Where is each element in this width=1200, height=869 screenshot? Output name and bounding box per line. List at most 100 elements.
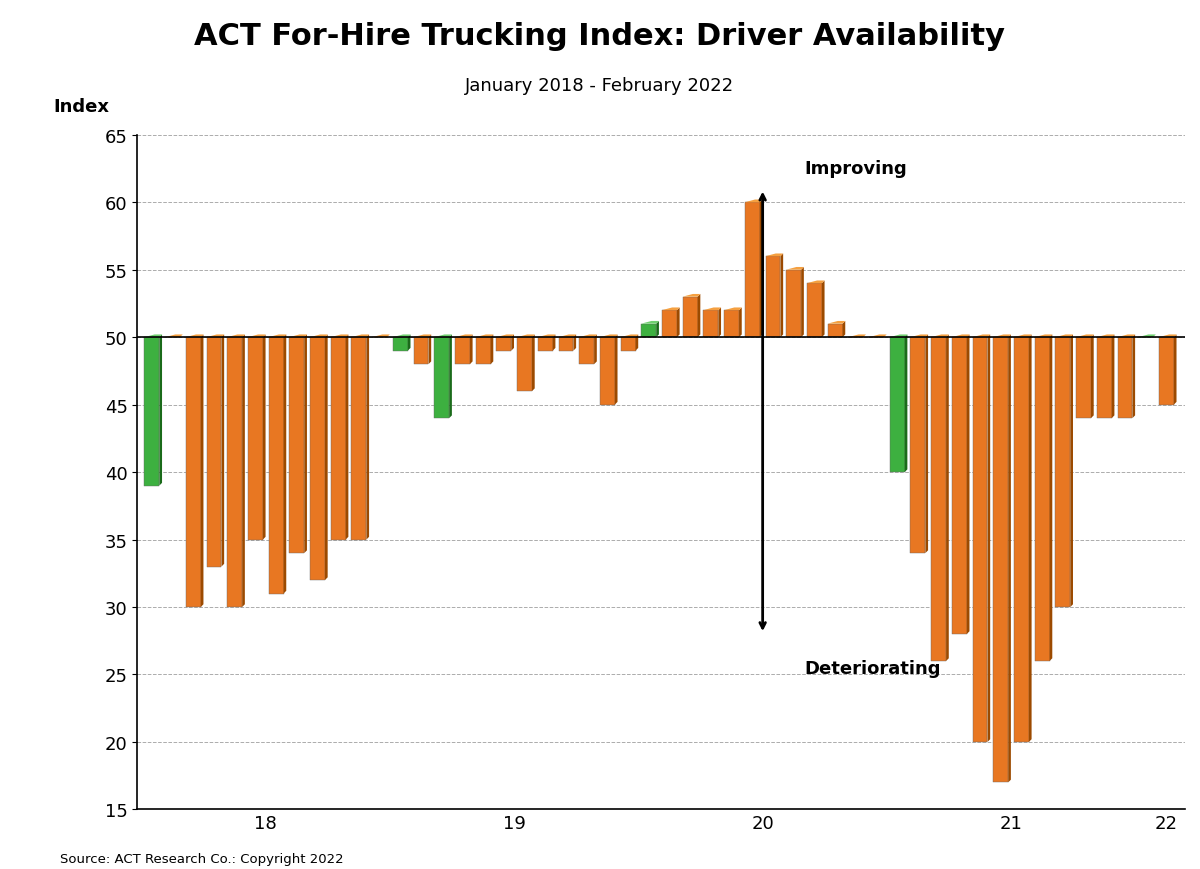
Polygon shape (806, 282, 824, 284)
Polygon shape (994, 335, 1010, 338)
Bar (517, 338, 532, 392)
Polygon shape (144, 335, 162, 338)
Bar (227, 338, 242, 607)
Bar (703, 311, 719, 338)
Polygon shape (1133, 335, 1135, 419)
Polygon shape (222, 335, 224, 567)
Polygon shape (517, 335, 535, 338)
Bar (1055, 338, 1070, 607)
Polygon shape (372, 335, 390, 338)
Polygon shape (511, 335, 514, 351)
Polygon shape (828, 322, 845, 324)
Polygon shape (967, 335, 970, 634)
Polygon shape (227, 335, 245, 338)
Polygon shape (641, 322, 659, 324)
Bar (662, 311, 677, 338)
Polygon shape (889, 335, 907, 338)
Bar (538, 338, 553, 351)
Bar (497, 338, 511, 351)
Polygon shape (574, 335, 576, 351)
Polygon shape (931, 335, 949, 338)
Polygon shape (331, 335, 348, 338)
Polygon shape (388, 335, 390, 338)
Bar (414, 338, 428, 365)
Polygon shape (911, 335, 928, 338)
Polygon shape (683, 295, 701, 297)
Polygon shape (614, 335, 618, 405)
Polygon shape (952, 335, 970, 338)
Bar (269, 338, 283, 594)
Bar (683, 297, 697, 338)
Bar (1097, 338, 1111, 419)
Polygon shape (352, 335, 370, 338)
Polygon shape (822, 282, 824, 338)
Polygon shape (905, 335, 907, 473)
Bar (434, 338, 449, 419)
Bar (1014, 338, 1028, 742)
Bar (1034, 338, 1050, 661)
Polygon shape (925, 335, 928, 554)
Polygon shape (428, 335, 431, 365)
Polygon shape (842, 322, 845, 338)
Polygon shape (414, 335, 431, 338)
Polygon shape (677, 308, 679, 338)
Polygon shape (497, 335, 514, 338)
Polygon shape (1139, 335, 1156, 338)
Polygon shape (532, 335, 535, 392)
Polygon shape (186, 335, 204, 338)
Polygon shape (200, 335, 204, 607)
Polygon shape (594, 335, 596, 365)
Polygon shape (745, 200, 762, 203)
Polygon shape (491, 335, 493, 365)
Bar (248, 338, 263, 540)
Bar (331, 338, 346, 540)
Polygon shape (206, 335, 224, 338)
Bar (806, 284, 822, 338)
Bar (558, 338, 574, 351)
Polygon shape (1117, 335, 1135, 338)
Polygon shape (305, 335, 307, 554)
Polygon shape (863, 335, 866, 338)
Polygon shape (1028, 335, 1032, 742)
Bar (972, 338, 988, 742)
Polygon shape (325, 335, 328, 580)
Text: Index: Index (54, 97, 109, 116)
Polygon shape (620, 335, 638, 338)
Bar (724, 311, 739, 338)
Polygon shape (869, 335, 887, 338)
Bar (745, 203, 760, 338)
Bar (994, 338, 1008, 782)
Polygon shape (366, 335, 370, 540)
Bar (1159, 338, 1174, 405)
Polygon shape (802, 268, 804, 338)
Polygon shape (724, 308, 742, 311)
Polygon shape (408, 335, 410, 351)
Bar (911, 338, 925, 554)
Bar (766, 257, 780, 338)
Bar (1117, 338, 1133, 419)
Bar (931, 338, 946, 661)
Polygon shape (703, 308, 721, 311)
Polygon shape (1159, 335, 1176, 338)
Polygon shape (972, 335, 990, 338)
Polygon shape (449, 335, 452, 419)
Polygon shape (166, 335, 182, 338)
Polygon shape (553, 335, 556, 351)
Polygon shape (263, 335, 265, 540)
Polygon shape (739, 308, 742, 338)
Polygon shape (242, 335, 245, 607)
Text: January 2018 - February 2022: January 2018 - February 2022 (466, 76, 734, 95)
Bar (475, 338, 491, 365)
Polygon shape (180, 335, 182, 338)
Polygon shape (160, 335, 162, 486)
Text: ACT For-Hire Trucking Index: Driver Availability: ACT For-Hire Trucking Index: Driver Avai… (194, 22, 1006, 50)
Bar (620, 338, 636, 351)
Polygon shape (656, 322, 659, 338)
Polygon shape (786, 268, 804, 270)
Bar (310, 338, 325, 580)
Bar (144, 338, 160, 486)
Polygon shape (1111, 335, 1115, 419)
Polygon shape (470, 335, 473, 365)
Bar (600, 338, 614, 405)
Bar (828, 324, 842, 338)
